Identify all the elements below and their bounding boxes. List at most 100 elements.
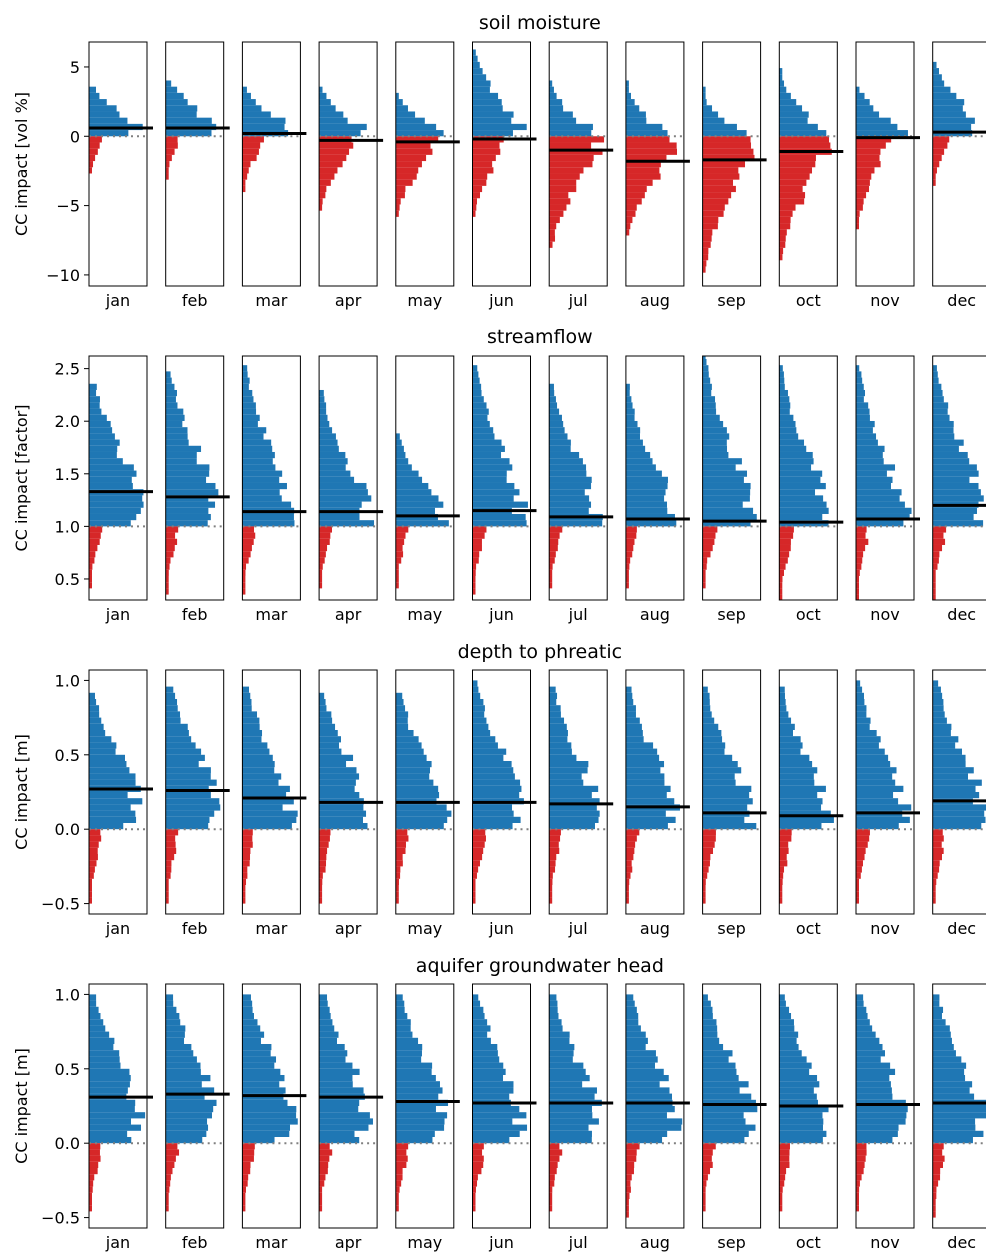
negative-bar: [395, 544, 403, 552]
month-label: jan: [105, 291, 130, 310]
negative-bar: [549, 1198, 553, 1206]
histogram: [779, 994, 829, 1212]
positive-bar: [242, 711, 258, 718]
negative-bar: [625, 136, 670, 143]
month-panel: may: [395, 983, 460, 1252]
month-panel: mar: [241, 355, 307, 624]
month-label: apr: [335, 919, 362, 938]
positive-bar: [702, 451, 729, 459]
positive-bar: [319, 705, 327, 712]
month-panel: dec: [932, 41, 986, 310]
negative-bar: [932, 1174, 941, 1181]
y-tick-label: 1.0: [55, 671, 80, 690]
positive-bar: [932, 754, 966, 761]
positive-bar: [472, 1124, 528, 1131]
negative-bar: [395, 866, 401, 873]
positive-bar: [319, 994, 328, 1001]
negative-bar: [242, 853, 251, 861]
positive-bar: [395, 464, 412, 471]
negative-bar: [932, 1149, 943, 1156]
positive-bar: [165, 513, 211, 521]
positive-bar: [89, 1130, 128, 1137]
panel-frame: [778, 41, 838, 287]
negative-bar: [472, 1174, 478, 1181]
positive-bar: [395, 729, 414, 737]
positive-bar: [165, 507, 209, 514]
positive-bar: [165, 723, 188, 730]
positive-bar: [319, 810, 367, 817]
negative-bar: [779, 1167, 787, 1175]
negative-bar: [89, 557, 95, 564]
positive-bar: [932, 74, 942, 81]
panel-frame: [395, 355, 455, 601]
positive-bar: [242, 458, 273, 465]
negative-bar: [779, 1143, 790, 1150]
negative-bar: [472, 582, 476, 589]
positive-bar: [165, 464, 210, 471]
positive-bar: [702, 686, 708, 693]
negative-bar: [89, 1186, 93, 1193]
negative-bar: [625, 575, 629, 583]
positive-bar: [395, 1118, 445, 1125]
negative-bar: [779, 532, 794, 539]
histogram: [549, 80, 605, 248]
positive-bar: [472, 1068, 506, 1075]
positive-bar: [856, 1062, 891, 1069]
negative-bar: [625, 1192, 630, 1199]
histogram: [165, 371, 219, 595]
positive-bar: [625, 1037, 648, 1044]
positive-bar: [319, 501, 362, 508]
positive-bar: [89, 130, 129, 137]
negative-bar: [856, 204, 863, 211]
positive-bar: [165, 1062, 201, 1069]
positive-bar: [702, 1050, 733, 1057]
negative-bar: [472, 891, 476, 898]
histogram: [165, 80, 217, 180]
positive-bar: [779, 1105, 829, 1113]
month-panel: dec: [932, 355, 986, 624]
positive-bar: [779, 1050, 802, 1057]
negative-bar: [856, 161, 881, 168]
positive-bar: [625, 711, 636, 718]
negative-bar: [625, 544, 634, 552]
negative-bar: [549, 185, 577, 193]
negative-bar: [472, 563, 477, 570]
positive-bar: [702, 1124, 756, 1131]
negative-bar: [472, 1180, 478, 1187]
positive-bar: [89, 451, 117, 459]
positive-bar: [319, 123, 367, 131]
negative-bar: [472, 1167, 482, 1175]
month-label: aug: [640, 291, 670, 310]
histogram: [779, 686, 834, 904]
negative-bar: [779, 210, 793, 217]
positive-bar: [702, 723, 719, 730]
negative-bar: [319, 891, 323, 898]
positive-bar: [856, 383, 864, 390]
negative-bar: [395, 575, 399, 583]
panel-frame: [702, 669, 762, 915]
positive-bar: [319, 1099, 360, 1106]
positive-bar: [932, 402, 949, 409]
positive-bar: [549, 791, 592, 799]
positive-bar: [779, 736, 801, 743]
negative-bar: [89, 835, 102, 842]
positive-bar: [242, 692, 251, 699]
negative-bar: [242, 142, 261, 149]
positive-bar: [625, 445, 646, 452]
positive-bar: [472, 1019, 488, 1026]
panel-frame: [778, 983, 838, 1229]
negative-bar: [932, 594, 936, 600]
positive-bar: [165, 377, 172, 384]
y-tick-label: −5: [56, 197, 80, 216]
positive-bar: [856, 445, 885, 452]
negative-bar: [932, 154, 942, 162]
positive-bar: [89, 396, 100, 403]
negative-bar: [779, 1205, 783, 1212]
chart-title: aquifer groundwater head: [416, 955, 664, 977]
positive-bar: [625, 1081, 660, 1088]
positive-bar: [319, 748, 342, 755]
positive-bar: [549, 1056, 573, 1063]
positive-bar: [242, 1099, 288, 1106]
positive-bar: [932, 396, 944, 403]
positive-bar: [549, 433, 568, 440]
